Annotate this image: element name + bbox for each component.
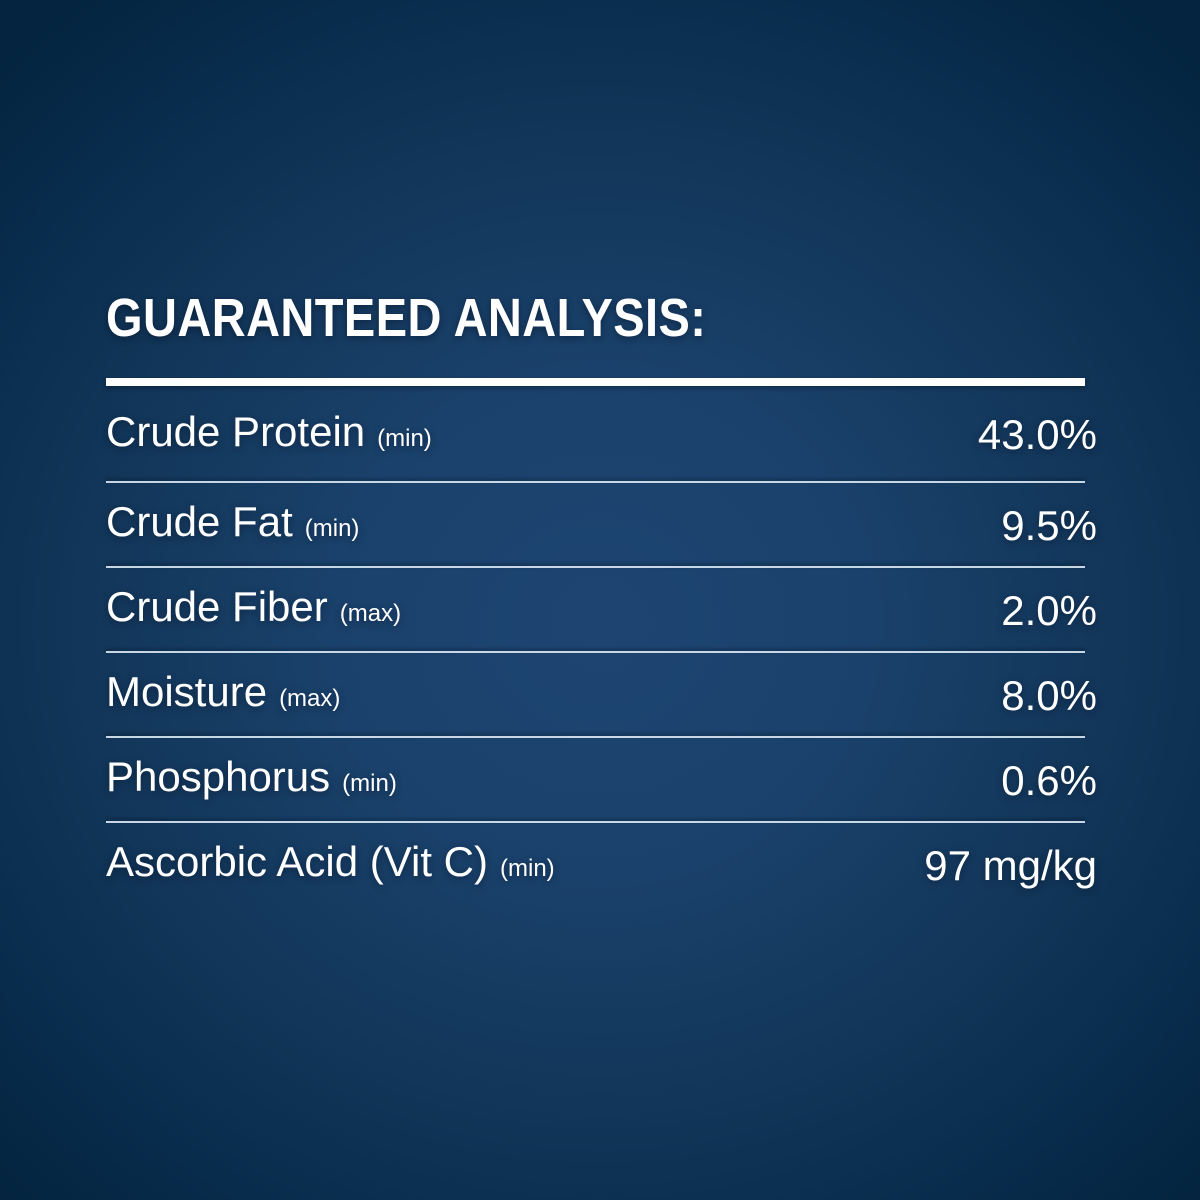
nutrient-name: Crude Fiber <box>106 583 328 630</box>
title-divider <box>106 378 1085 386</box>
page-title: GUARANTEED ANALYSIS: <box>106 291 1097 345</box>
analysis-content: GUARANTEED ANALYSIS: Crude Protein (min) … <box>106 291 1097 908</box>
table-row: Crude Fat (min) 9.5% <box>106 483 1097 568</box>
analysis-table: Crude Protein (min) 43.0% Crude Fat (min) … <box>106 387 1097 908</box>
nutrient-value: 0.6% <box>1001 756 1097 804</box>
nutrient-name: Crude Protein <box>106 407 366 455</box>
nutrient-name: Crude Fat <box>106 498 293 545</box>
table-row: Crude Fiber (max) 2.0% <box>106 568 1097 653</box>
nutrient-qualifier: (max) <box>339 600 402 627</box>
nutrient-label: Moisture (max) <box>106 671 340 720</box>
page-title-text: GUARANTEED ANALYSIS: <box>106 288 707 348</box>
nutrient-value: 9.5% <box>1001 501 1097 549</box>
table-row: Moisture (max) 8.0% <box>106 653 1097 738</box>
nutrient-value: 8.0% <box>1001 671 1097 719</box>
nutrient-value: 43.0% <box>977 411 1097 458</box>
nutrient-qualifier: (min) <box>304 515 360 542</box>
nutrient-qualifier: (max) <box>279 685 341 712</box>
nutrient-value: 97 mg/kg <box>924 841 1097 889</box>
table-row: Phosphorus (min) 0.6% <box>106 738 1097 823</box>
nutrient-qualifier: (min) <box>377 424 432 452</box>
nutrient-qualifier: (min) <box>500 855 555 882</box>
nutrient-label: Crude Fat (min) <box>106 501 359 550</box>
table-row: Ascorbic Acid (Vit C) (min) 97 mg/kg <box>106 823 1097 908</box>
nutrient-value: 2.0% <box>1001 586 1097 634</box>
nutrient-label: Phosphorus (min) <box>106 756 397 805</box>
nutrient-qualifier: (min) <box>342 770 397 797</box>
nutrient-name: Moisture <box>106 668 268 715</box>
nutrient-name: Phosphorus <box>106 753 331 800</box>
table-row: Crude Protein (min) 43.0% <box>106 387 1097 483</box>
nutrient-name: Ascorbic Acid (Vit C) <box>106 838 488 885</box>
nutrient-label: Crude Protein (min) <box>106 407 432 460</box>
nutrient-label: Ascorbic Acid (Vit C) (min) <box>106 841 555 890</box>
nutrient-label: Crude Fiber (max) <box>106 586 401 635</box>
